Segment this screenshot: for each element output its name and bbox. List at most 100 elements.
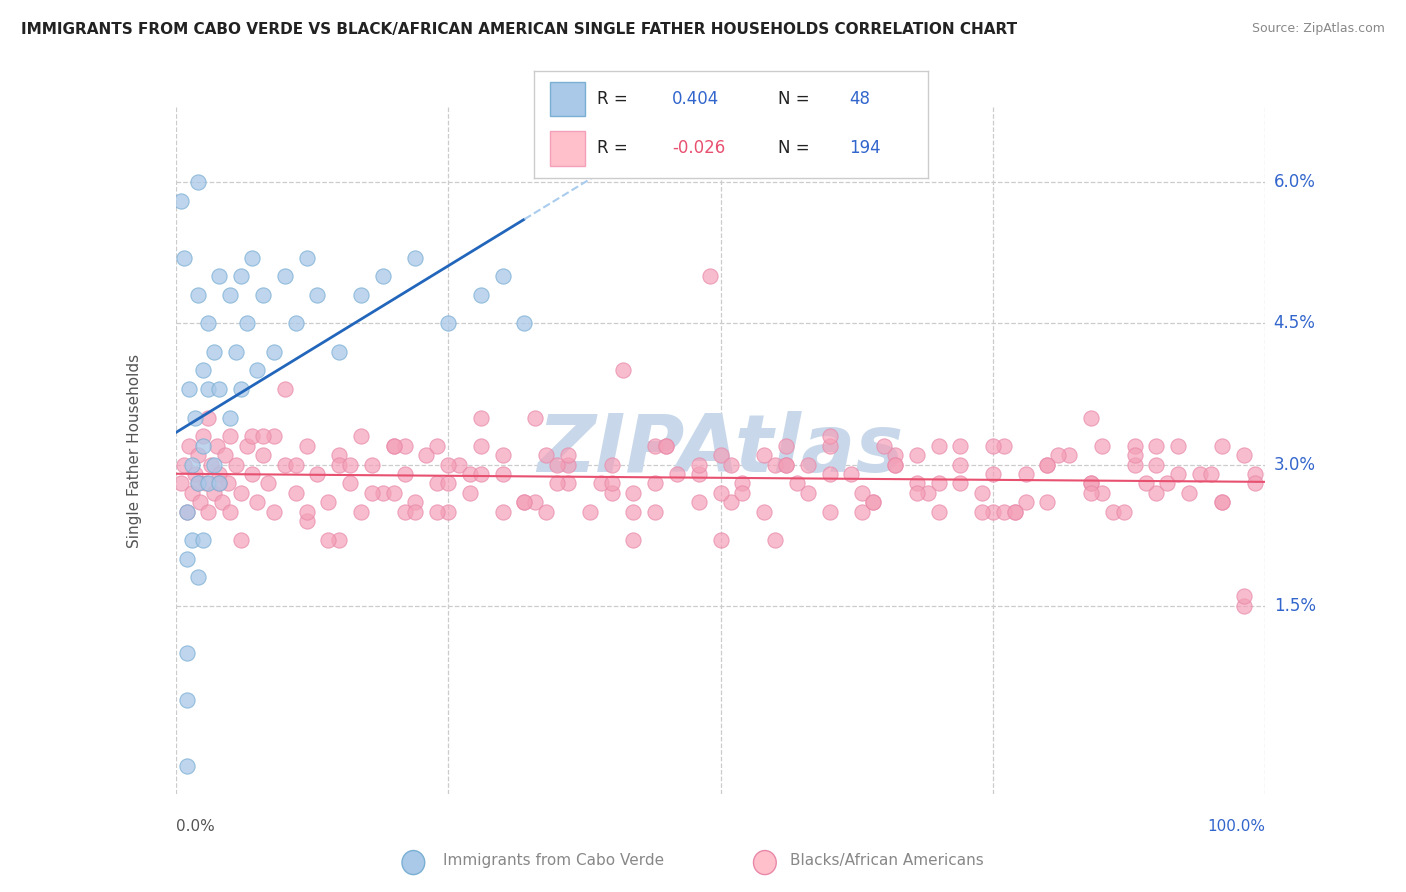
Point [644, 439, 666, 453]
Point [534, 505, 557, 519]
Point [1047, 448, 1070, 462]
Point [246, 495, 269, 509]
Point [181, 458, 204, 472]
Point [197, 505, 219, 519]
Point [307, 467, 329, 481]
Point [371, 485, 394, 500]
Text: N =: N = [779, 90, 810, 108]
Point [1232, 589, 1256, 603]
Point [200, 458, 222, 472]
Point [710, 485, 733, 500]
Point [1123, 458, 1146, 472]
Point [382, 439, 405, 453]
Point [235, 317, 257, 331]
Point [492, 467, 515, 481]
Point [1057, 448, 1080, 462]
Point [1211, 495, 1233, 509]
Point [589, 476, 612, 491]
Point [981, 505, 1004, 519]
Point [208, 382, 231, 396]
Point [1232, 599, 1256, 613]
Point [231, 485, 253, 500]
Point [621, 533, 644, 547]
Point [426, 439, 449, 453]
Point [197, 476, 219, 491]
Point [176, 505, 198, 519]
Point [405, 251, 427, 265]
Point [360, 458, 382, 472]
Point [655, 439, 678, 453]
Point [274, 269, 297, 284]
Point [246, 363, 269, 377]
Text: 0.0%: 0.0% [176, 819, 215, 834]
Point [1004, 505, 1026, 519]
Point [274, 458, 297, 472]
Point [328, 533, 350, 547]
Point [173, 251, 195, 265]
Point [208, 476, 231, 491]
Point [644, 505, 666, 519]
Point [191, 533, 214, 547]
Point [949, 458, 972, 472]
Point [1156, 476, 1178, 491]
Point [437, 317, 460, 331]
Point [205, 439, 228, 453]
Point [177, 439, 200, 453]
Point [176, 693, 198, 707]
Point [197, 382, 219, 396]
Circle shape [402, 851, 425, 874]
Text: 6.0%: 6.0% [1274, 173, 1316, 191]
Point [318, 533, 340, 547]
Point [295, 439, 318, 453]
Point [186, 288, 209, 302]
Point [1091, 439, 1114, 453]
Point [1004, 505, 1026, 519]
Text: 0.404: 0.404 [672, 90, 720, 108]
Point [1091, 485, 1114, 500]
Point [426, 476, 449, 491]
Point [884, 458, 907, 472]
Point [970, 505, 993, 519]
Point [763, 458, 786, 472]
Point [1211, 495, 1233, 509]
Point [513, 495, 536, 509]
Point [382, 485, 405, 500]
Point [754, 505, 776, 519]
FancyBboxPatch shape [550, 131, 585, 166]
Text: 194: 194 [849, 139, 880, 157]
Point [917, 485, 939, 500]
Point [202, 485, 225, 500]
Point [186, 476, 209, 491]
Point [754, 448, 776, 462]
Point [191, 429, 214, 443]
Point [184, 467, 207, 481]
Text: Blacks/African Americans: Blacks/African Americans [790, 854, 984, 868]
Point [181, 533, 204, 547]
Point [796, 485, 818, 500]
Point [257, 476, 280, 491]
Point [176, 758, 198, 772]
Text: IMMIGRANTS FROM CABO VERDE VS BLACK/AFRICAN AMERICAN SINGLE FATHER HOUSEHOLDS CO: IMMIGRANTS FROM CABO VERDE VS BLACK/AFRI… [21, 22, 1017, 37]
Point [176, 551, 198, 566]
Point [851, 485, 873, 500]
Point [470, 439, 492, 453]
Point [546, 476, 568, 491]
Point [818, 429, 841, 443]
Point [612, 363, 634, 377]
Point [775, 439, 797, 453]
Point [981, 439, 1004, 453]
Point [295, 251, 318, 265]
Point [307, 288, 329, 302]
Point [350, 505, 373, 519]
Point [710, 448, 733, 462]
Point [263, 505, 285, 519]
Point [328, 344, 350, 359]
Point [492, 505, 515, 519]
Point [186, 476, 209, 491]
Text: 4.5%: 4.5% [1274, 315, 1316, 333]
FancyBboxPatch shape [550, 82, 585, 116]
Point [862, 495, 884, 509]
Point [1211, 439, 1233, 453]
Point [720, 458, 742, 472]
Point [191, 439, 214, 453]
